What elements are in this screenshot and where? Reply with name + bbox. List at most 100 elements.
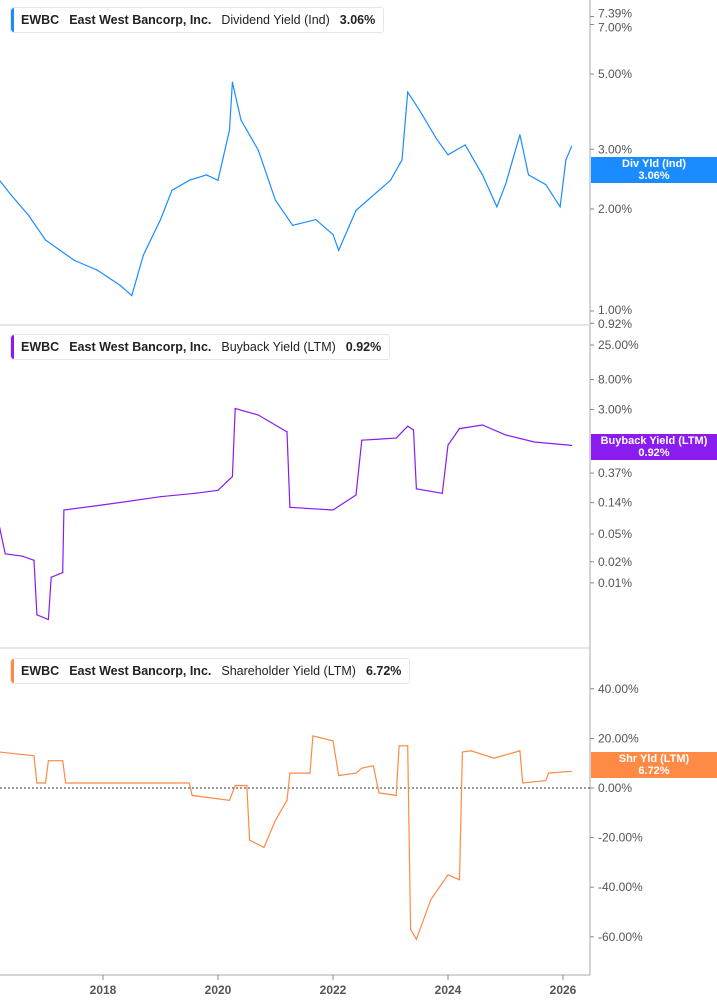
data-point xyxy=(435,138,438,140)
data-point xyxy=(395,794,397,797)
data-point xyxy=(194,492,196,494)
data-point xyxy=(565,159,567,161)
legend-value: 3.06% xyxy=(339,13,376,27)
y-tick-label: 0.02% xyxy=(598,555,632,569)
data-point xyxy=(527,174,530,176)
legend-color-bar xyxy=(11,659,14,683)
y-tick-label: -60.00% xyxy=(598,930,643,944)
data-point xyxy=(263,846,265,849)
data-point xyxy=(4,553,6,555)
data-point xyxy=(27,214,29,216)
data-point xyxy=(63,509,65,511)
data-point xyxy=(274,819,277,821)
data-point xyxy=(73,259,75,262)
legend-metric: Shareholder Yield (LTM) xyxy=(221,664,356,678)
x-tick-label: 2020 xyxy=(205,983,232,997)
data-point xyxy=(36,614,38,616)
data-point xyxy=(548,772,550,774)
data-point xyxy=(464,144,466,146)
data-point xyxy=(481,424,484,426)
data-point xyxy=(289,772,291,774)
badge-label: Div Yld (Ind) xyxy=(622,158,686,170)
data-point xyxy=(274,199,277,201)
y-tick-label: 25.00% xyxy=(598,338,639,352)
data-point xyxy=(470,750,472,752)
y-tick-label: 0.92% xyxy=(598,317,632,331)
data-point xyxy=(228,129,231,131)
y-tick-label: 40.00% xyxy=(598,682,639,696)
data-point xyxy=(234,407,236,410)
data-point xyxy=(571,444,573,446)
data-point xyxy=(257,149,259,151)
legend-company: East West Bancorp, Inc. xyxy=(69,664,212,678)
data-point xyxy=(522,782,524,784)
data-point xyxy=(257,414,259,416)
data-point xyxy=(159,219,162,221)
y-tick-label: 3.00% xyxy=(598,142,632,156)
data-point xyxy=(44,239,47,241)
legend-dividend-yield: EWBC East West Bancorp, Inc. Dividend Yi… xyxy=(10,7,385,33)
data-point xyxy=(171,189,173,191)
y-tick-label: 8.00% xyxy=(598,373,632,387)
series-line-dividend-yield-ind xyxy=(0,82,573,297)
data-point xyxy=(407,91,409,93)
data-point xyxy=(96,269,98,271)
x-tick-label: 2018 xyxy=(90,983,117,997)
data-point xyxy=(338,249,340,251)
data-point xyxy=(234,784,236,787)
legend-company: East West Bancorp, Inc. xyxy=(69,13,212,27)
badge-label: Shr Yld (LTM) xyxy=(618,753,690,765)
data-point xyxy=(418,109,420,111)
legend-value: 6.72% xyxy=(365,664,402,678)
data-point xyxy=(355,772,357,774)
y-tick-label: 2.00% xyxy=(598,202,632,216)
data-point xyxy=(447,154,449,156)
data-point xyxy=(398,745,400,747)
x-tick-label: 2024 xyxy=(435,983,462,997)
data-point xyxy=(228,799,231,802)
y-tick-label: 0.14% xyxy=(598,496,632,510)
data-point xyxy=(519,134,521,136)
legend-metric: Buyback Yield (LTM) xyxy=(221,340,336,354)
data-point xyxy=(407,745,409,747)
data-point xyxy=(131,295,133,297)
legend-ticker: EWBC xyxy=(21,340,60,354)
data-point xyxy=(44,782,47,784)
data-point xyxy=(410,928,412,930)
data-point xyxy=(47,760,49,762)
y-tick-label: 7.39% xyxy=(598,7,632,21)
data-point xyxy=(415,938,417,940)
data-point xyxy=(332,740,334,742)
data-point xyxy=(50,576,52,578)
data-point xyxy=(240,119,242,121)
data-point xyxy=(447,874,449,876)
legend-value: 0.92% xyxy=(345,340,382,354)
data-point xyxy=(361,767,363,769)
y-tick-label: 3.00% xyxy=(598,402,632,416)
y-tick-label: 1.00% xyxy=(598,303,632,317)
legend-buyback-yield: EWBC East West Bancorp, Inc. Buyback Yie… xyxy=(10,334,391,360)
badge-value: 0.92% xyxy=(638,447,670,459)
legend-color-bar xyxy=(11,8,14,32)
legend-shareholder-yield: EWBC East West Bancorp, Inc. Shareholder… xyxy=(10,658,411,684)
badge-value: 3.06% xyxy=(638,170,670,182)
data-point xyxy=(10,194,12,196)
data-point xyxy=(119,284,121,286)
data-point xyxy=(289,506,291,508)
x-tick-label: 2022 xyxy=(320,983,347,997)
y-tick-label: 5.00% xyxy=(598,67,632,81)
data-point xyxy=(62,760,64,762)
data-point xyxy=(559,206,561,208)
legend-company: East West Bancorp, Inc. xyxy=(69,340,212,354)
data-point xyxy=(292,224,294,226)
data-point xyxy=(217,179,219,181)
data-point xyxy=(415,488,417,490)
data-point xyxy=(332,509,334,511)
data-point xyxy=(430,899,432,901)
y-tick-label: 0.01% xyxy=(598,576,632,590)
data-point xyxy=(378,792,380,794)
data-point xyxy=(378,189,380,191)
data-point xyxy=(231,81,233,83)
data-point xyxy=(246,784,248,787)
